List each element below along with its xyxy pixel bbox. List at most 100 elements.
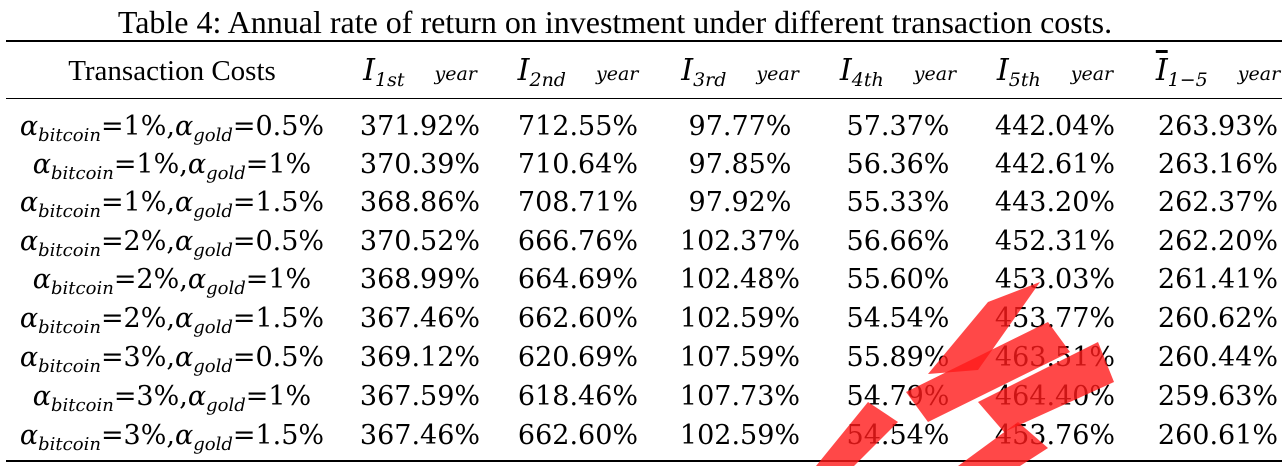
- header-subscript: 1−5: [1167, 69, 1208, 91]
- subscript-bitcoin: bitcoin: [38, 240, 101, 261]
- header-subscript: 5th: [1008, 69, 1041, 91]
- header-col-5: I5th year: [975, 54, 1135, 97]
- transaction-cost-label: αbitcoin=2%,αgold=0.5%: [7, 225, 337, 268]
- gold-cost: =1.5%: [232, 303, 325, 334]
- table-cell: 464.40%: [994, 381, 1116, 412]
- table-cell: 662.60%: [517, 420, 639, 451]
- table-cell: 262.20%: [1157, 226, 1279, 257]
- alpha-symbol: α: [174, 420, 194, 451]
- table-cell: 453.03%: [994, 264, 1116, 295]
- gold-cost: =1.5%: [232, 187, 325, 218]
- table-cell: 367.46%: [359, 420, 481, 451]
- table-cell: 708.71%: [517, 187, 639, 218]
- table-cell: 370.39%: [359, 149, 481, 180]
- gold-cost: =1.5%: [232, 420, 325, 451]
- top-rule: [6, 40, 1282, 42]
- subscript-gold: gold: [193, 317, 233, 338]
- table-cell: 662.60%: [517, 303, 639, 334]
- table-cell: 710.64%: [517, 149, 639, 180]
- header-col-2: I2nd year: [498, 54, 658, 97]
- transaction-cost-label: αbitcoin=3%,αgold=1.5%: [7, 419, 337, 462]
- table-cell: 367.46%: [359, 303, 481, 334]
- alpha-symbol: α: [19, 303, 39, 334]
- subscript-gold: gold: [193, 356, 233, 377]
- table-cell: 620.69%: [517, 342, 639, 373]
- table-cell: 102.59%: [679, 420, 801, 451]
- table-cell: 368.99%: [359, 264, 481, 295]
- alpha-symbol: α: [19, 187, 39, 218]
- table-cell: 107.73%: [679, 381, 801, 412]
- table-cell: 666.76%: [517, 226, 639, 257]
- header-subscript: 2nd: [529, 69, 566, 91]
- table-cell: 443.20%: [994, 187, 1116, 218]
- alpha-symbol: α: [19, 342, 39, 373]
- header-subscript: 1st: [374, 69, 405, 91]
- header-rule: [6, 98, 1282, 99]
- subscript-gold: gold: [193, 434, 233, 455]
- gold-cost: =0.5%: [232, 111, 325, 142]
- transaction-cost-label: αbitcoin=3%,αgold=0.5%: [7, 341, 337, 384]
- table-cell: 97.92%: [688, 187, 792, 218]
- header-symbol: I: [681, 53, 694, 88]
- subscript-bitcoin: bitcoin: [38, 201, 101, 222]
- transaction-cost-label: αbitcoin=1%,αgold=0.5%: [7, 110, 337, 153]
- gold-cost: =1%: [245, 149, 312, 180]
- subscript-bitcoin: bitcoin: [38, 125, 101, 146]
- header-subscript: 4th: [851, 69, 884, 91]
- table-cell: 371.92%: [359, 111, 481, 142]
- alpha-symbol: α: [174, 226, 194, 257]
- bitcoin-cost: =3%,: [113, 381, 188, 412]
- bitcoin-cost: =3%,: [100, 342, 175, 373]
- subscript-gold: gold: [193, 240, 233, 261]
- alpha-symbol: α: [187, 381, 207, 412]
- header-symbol: I: [363, 53, 375, 88]
- table-cell: 368.86%: [359, 187, 481, 218]
- bitcoin-cost: =2%,: [113, 264, 188, 295]
- header-symbol: I: [1155, 53, 1168, 88]
- subscript-gold: gold: [206, 163, 246, 184]
- table-cell: 102.37%: [679, 226, 801, 257]
- transaction-cost-label: αbitcoin=2%,αgold=1.5%: [7, 302, 337, 345]
- table-cell: 442.61%: [994, 149, 1116, 180]
- header-transaction-costs: Transaction Costs: [68, 55, 276, 87]
- header-unit: year: [913, 63, 957, 85]
- table-cell: 259.63%: [1157, 381, 1279, 412]
- header-col-6: I1−5 year: [1138, 54, 1284, 97]
- gold-cost: =1%: [245, 264, 312, 295]
- table-cell: 261.41%: [1157, 264, 1279, 295]
- table-cell: 97.85%: [688, 149, 792, 180]
- table-cell: 54.54%: [846, 303, 950, 334]
- header-col-1: I1st year: [340, 54, 500, 97]
- table-cell: 57.37%: [846, 111, 950, 142]
- table-cell: 54.54%: [846, 420, 950, 451]
- table-cell: 260.61%: [1157, 420, 1279, 451]
- transaction-cost-label: αbitcoin=2%,αgold=1%: [7, 263, 337, 306]
- transaction-cost-label: αbitcoin=1%,αgold=1%: [7, 148, 337, 191]
- alpha-symbol: α: [32, 264, 52, 295]
- table-cell: 260.44%: [1157, 342, 1279, 373]
- table-cell: 453.77%: [994, 303, 1116, 334]
- header-unit: year: [756, 63, 799, 85]
- table-cell: 442.04%: [994, 111, 1116, 142]
- bitcoin-cost: =1%,: [100, 111, 175, 142]
- bottom-rule: [6, 460, 1282, 462]
- alpha-symbol: α: [174, 342, 194, 373]
- table-cell: 452.31%: [994, 226, 1116, 257]
- alpha-symbol: α: [19, 420, 39, 451]
- gold-cost: =0.5%: [232, 226, 325, 257]
- alpha-symbol: α: [187, 264, 207, 295]
- transaction-cost-label: αbitcoin=1%,αgold=1.5%: [7, 186, 337, 229]
- table-cell: 260.62%: [1157, 303, 1279, 334]
- table-cell: 664.69%: [517, 264, 639, 295]
- subscript-bitcoin: bitcoin: [51, 395, 114, 416]
- table-cell: 97.77%: [688, 111, 792, 142]
- header-unit: year: [1237, 63, 1281, 85]
- table-cell: 370.52%: [359, 226, 481, 257]
- alpha-symbol: α: [187, 149, 207, 180]
- table-cell: 263.16%: [1157, 149, 1279, 180]
- header-symbol: I: [996, 53, 1009, 88]
- bitcoin-cost: =2%,: [100, 303, 175, 334]
- alpha-symbol: α: [174, 303, 194, 334]
- subscript-gold: gold: [206, 278, 246, 299]
- table-cell: 367.59%: [359, 381, 481, 412]
